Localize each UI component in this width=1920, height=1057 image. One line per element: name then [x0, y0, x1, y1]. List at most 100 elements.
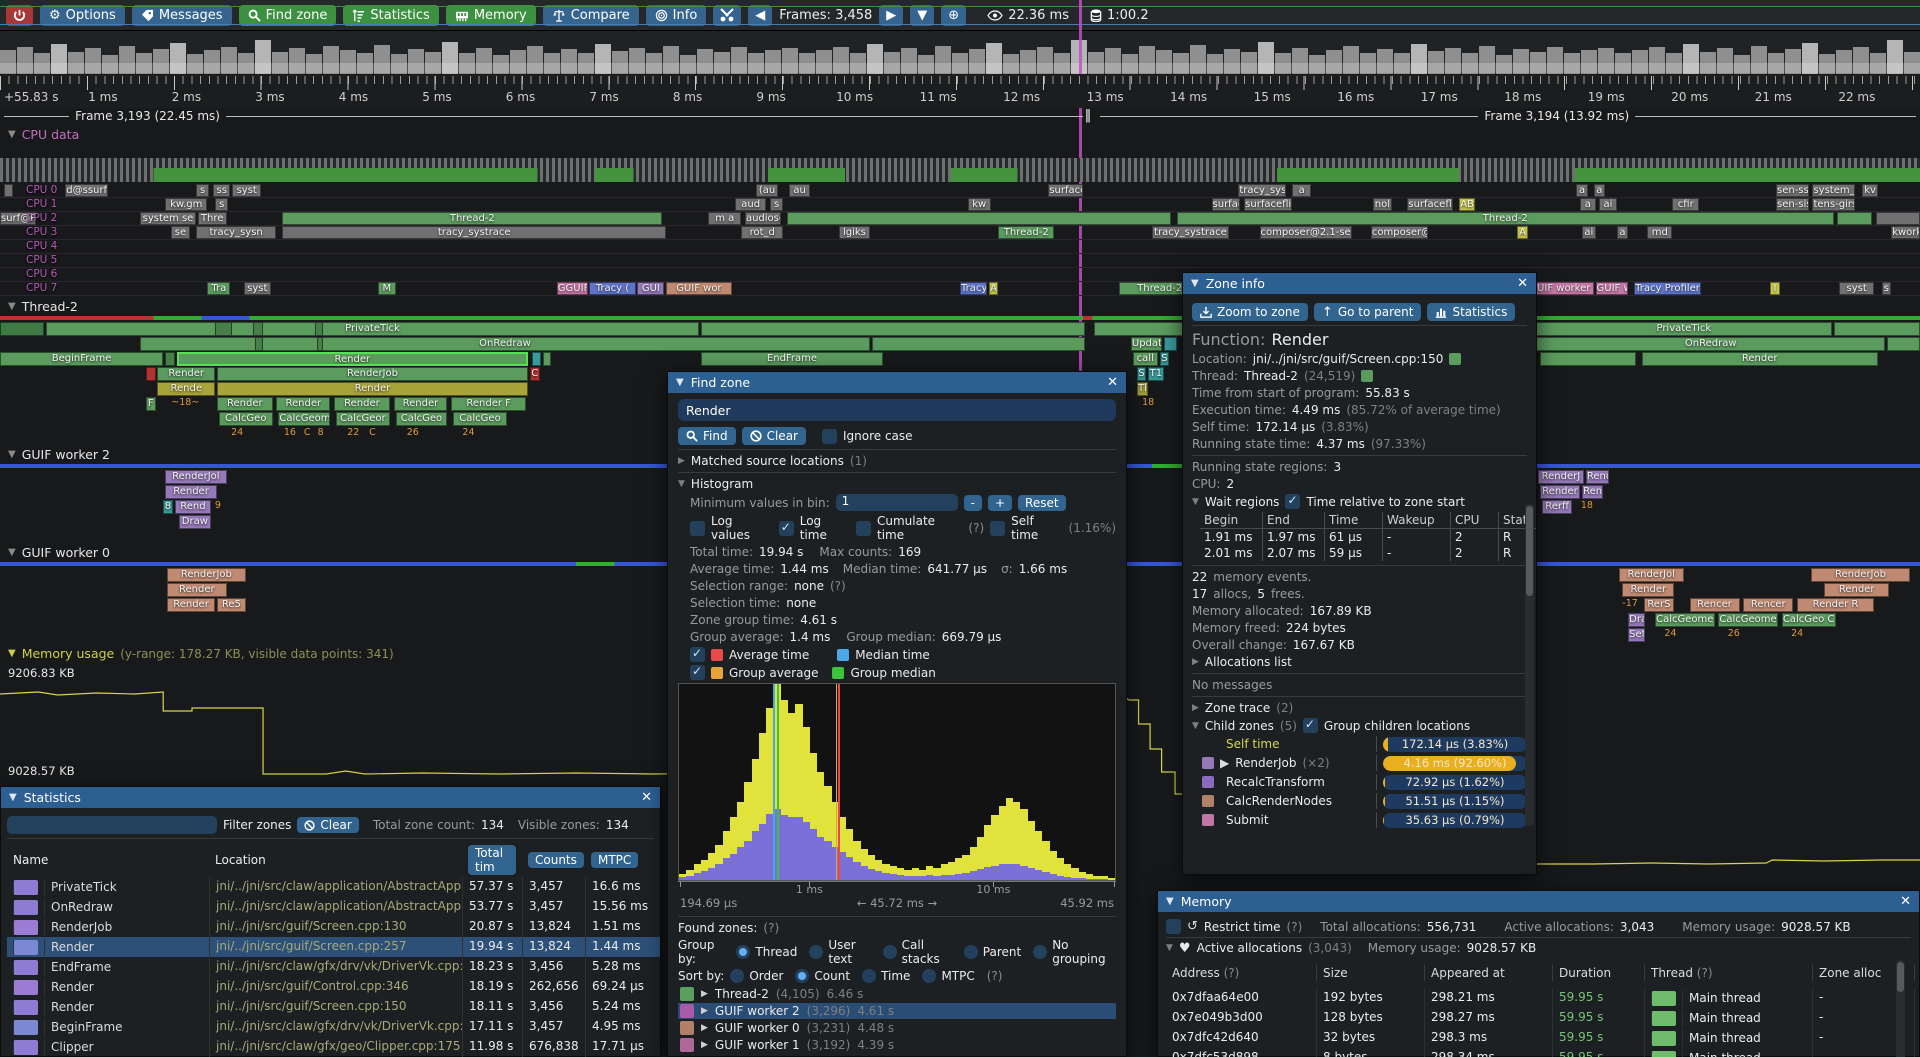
timeline-zone[interactable]: Render R	[1797, 598, 1874, 612]
timeline-zone[interactable]: system_s	[1812, 184, 1855, 197]
timeline-zone[interactable]: GUIF worker 2	[1528, 282, 1594, 295]
timeline-zone[interactable]: tracy_systrace	[282, 226, 667, 239]
timeline-zone[interactable]: syst	[232, 184, 262, 197]
timeline-zone[interactable]: AB	[1459, 198, 1475, 211]
timeline-zone[interactable]: cfir	[1672, 198, 1700, 211]
timeline-zone[interactable]: C	[303, 427, 311, 438]
timeline-zone[interactable]: CalcGeor	[336, 412, 390, 426]
timeline-zone[interactable]: 26	[406, 427, 419, 438]
sort-by-radio[interactable]: Order	[730, 969, 783, 983]
timeline-zone[interactable]: RenderJob	[1810, 568, 1911, 582]
col-header-total-time[interactable]: Total tim	[468, 845, 516, 875]
timeline-zone[interactable]: Thread-2	[998, 226, 1055, 239]
col-zone-free[interactable]: Zone free	[1914, 965, 1919, 981]
timeline-zone[interactable]: 8	[317, 427, 324, 438]
memory-usage-header[interactable]: ▼ Memory usage (y-range: 178.27 KB, visib…	[8, 646, 394, 661]
timeline-zone[interactable]	[1887, 337, 1920, 351]
timeline-zone[interactable]: GUIF wor	[666, 282, 732, 295]
frame-time-graph[interactable]	[0, 31, 1920, 74]
zoom-to-zone-button[interactable]: Zoom to zone	[1192, 303, 1308, 321]
group-line-checkbox[interactable]	[690, 664, 705, 680]
timeline-zone[interactable]: Render	[165, 485, 217, 499]
timeline-zone[interactable]: RenderJol	[165, 470, 227, 484]
timeline-zone[interactable]: Render	[157, 367, 216, 381]
next-frame-button[interactable]: ▶	[879, 4, 904, 26]
timeline-zone[interactable]: CalcGeome	[1655, 613, 1715, 627]
timeline-zone[interactable]: RenderJob	[216, 367, 528, 381]
timeline-zone[interactable]: Rend	[1585, 470, 1609, 484]
timeline-zone[interactable]: tracy_systrace	[1152, 226, 1229, 239]
timeline-zone[interactable]: Thread-2	[1176, 212, 1834, 225]
col-address[interactable]: Address	[1172, 966, 1220, 980]
group-by-radio[interactable]: Thread	[736, 945, 797, 959]
timeline-zone[interactable]: Ren	[1582, 485, 1604, 499]
timeline-zone[interactable]: Render	[393, 397, 448, 411]
col-duration[interactable]: Duration	[1552, 965, 1644, 981]
timeline-zone[interactable]: T1	[1148, 367, 1164, 381]
timeline-zone[interactable]: syst	[1839, 282, 1874, 295]
timeline-zone[interactable]: se	[170, 226, 191, 239]
timeline-zone[interactable]: A	[988, 282, 999, 295]
col-header-counts[interactable]: Counts	[528, 852, 584, 868]
child-zone-name[interactable]: CalcRenderNodes	[1202, 793, 1377, 809]
table-row[interactable]: OnRedraw jni/../jni/src/claw/application…	[7, 897, 654, 917]
timeline-zone[interactable]: surfacet	[1048, 184, 1083, 197]
found-group-row[interactable]: ▶ GUIF worker 0 (3,231) 4.48 s	[678, 1020, 1116, 1036]
timeline-zone[interactable]: Rencer	[1689, 598, 1740, 612]
allocations-list-header[interactable]: ▶ Allocations list	[1192, 655, 1292, 669]
table-row[interactable]: EndFrame jni/../jni/src/claw/gfx/drv/vk/…	[7, 957, 654, 977]
timeline-zone[interactable]: CalcGeo C	[1781, 613, 1836, 627]
timeline-zone[interactable]: surf@Pd2g	[0, 212, 37, 225]
timeline-zone[interactable]: Render	[176, 352, 528, 366]
messages-button[interactable]: Messages	[131, 4, 232, 26]
timeline-zone[interactable]	[145, 367, 156, 381]
statistics-button[interactable]: Statistics	[343, 4, 439, 26]
timeline-zone[interactable]: sen-sis	[1776, 198, 1809, 211]
sort-by-radio[interactable]: Time	[862, 969, 910, 983]
allocation-row[interactable]: 0x7e049b3d00 128 bytes 298.27 ms 59.95 s…	[1166, 1008, 1915, 1028]
timeline-zone[interactable]: 24	[1664, 628, 1677, 639]
close-icon[interactable]: ✕	[1517, 276, 1528, 291]
goto-frame-button[interactable]: ⊕	[941, 4, 967, 26]
timeline-zone[interactable]: kworke	[1891, 226, 1920, 239]
timeline-zone[interactable]: tracy_sysn	[195, 226, 277, 239]
timeline-zone[interactable]: a	[1616, 226, 1629, 239]
clear-button[interactable]: Clear	[741, 427, 806, 445]
zone-statistics-button[interactable]: Statistics	[1427, 303, 1516, 321]
timeline-zone[interactable]: nol	[1372, 198, 1392, 211]
timeline-zone[interactable]: sen-ss	[1776, 184, 1809, 197]
col-header-location[interactable]: Location	[215, 853, 266, 867]
timeline-zone[interactable]: call	[1132, 352, 1158, 366]
timeline-zone[interactable]: surfaceflinger	[1244, 198, 1293, 211]
timeline-zone[interactable]	[3, 184, 14, 197]
timeline-zone[interactable]: 8	[163, 500, 173, 514]
bin-plus-button[interactable]: +	[987, 494, 1013, 511]
log-values-checkbox[interactable]	[690, 520, 705, 536]
timeline-zone[interactable]: OnRedraw	[1536, 337, 1886, 351]
wait-region-row[interactable]: 2.01 ms 2.07 ms 59 µs -2 R	[1200, 545, 1527, 561]
timeline-zone[interactable]: m a	[708, 212, 742, 225]
timeline-zone[interactable]: 26	[1727, 628, 1740, 639]
found-group-row[interactable]: ▶ GUIF worker 1 (3,192) 4.39 s	[678, 1037, 1116, 1053]
timeline-zone[interactable]: 24	[1791, 628, 1804, 639]
found-group-row[interactable]: ▶ GUIF worker 2 (3,296) 4.61 s	[678, 1003, 1116, 1019]
find-zone-button[interactable]: Find zone	[238, 4, 337, 26]
timeline-zone[interactable]	[314, 322, 323, 336]
child-zones-header[interactable]: ▼Child zones(5) Group children locations	[1192, 717, 1527, 733]
timeline-zone[interactable]: CalcGeo	[395, 412, 448, 426]
matched-source-locations[interactable]: ▶ Matched source locations (1)	[678, 454, 867, 468]
bin-reset-button[interactable]: Reset	[1018, 494, 1066, 511]
timeline-zone[interactable]: au	[789, 184, 811, 197]
location-color-swatch[interactable]	[1449, 353, 1462, 365]
timeline-zone[interactable]: d@ssurf	[65, 184, 108, 197]
timeline-zone[interactable]: audioserver /audio	[744, 212, 782, 225]
expand-icon[interactable]: ▶	[1220, 756, 1230, 770]
time-ruler[interactable]: +55.83 s 1 ms 2 ms 3 ms 4 ms 5 ms 6 ms 7 ms 8 m…	[0, 74, 1920, 108]
timeline-zone[interactable]: C	[529, 367, 540, 381]
timeline-zone[interactable]: Update	[1130, 337, 1162, 351]
col-header-name[interactable]: Name	[13, 853, 49, 867]
sort-by-radio[interactable]: MTPC	[922, 969, 975, 983]
timeline-zone[interactable]	[1539, 352, 1636, 366]
table-row[interactable]: PrivateTick jni/../jni/src/claw/applicat…	[7, 877, 654, 897]
scrollbar[interactable]	[1525, 504, 1534, 826]
